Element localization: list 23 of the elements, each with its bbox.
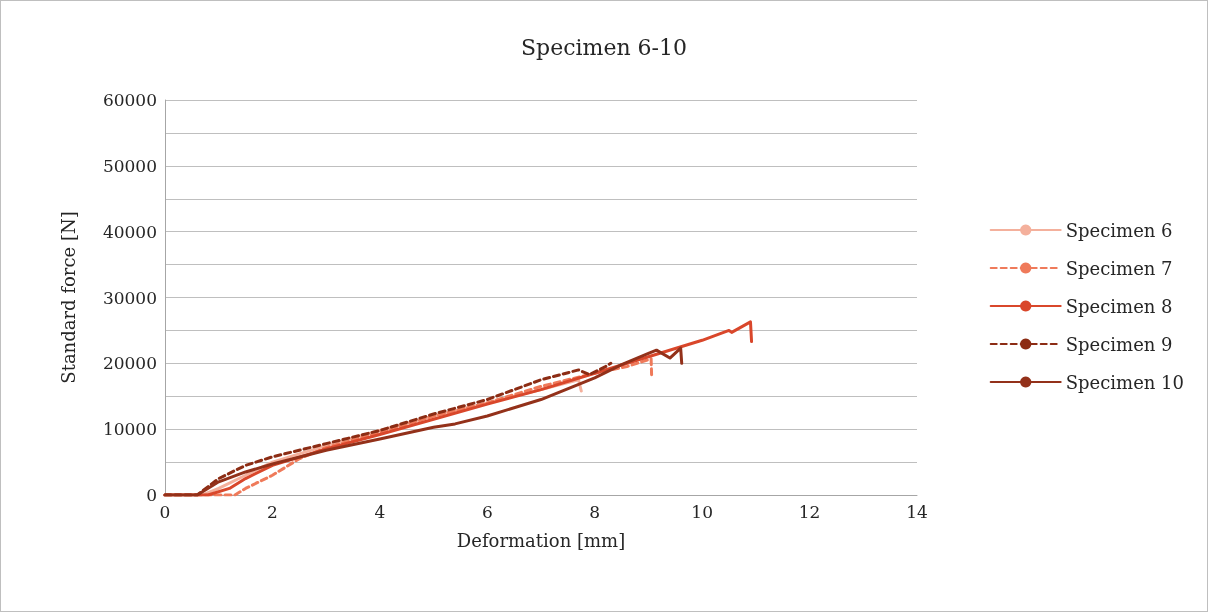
x-tick-label: 2 [267, 501, 278, 522]
y-axis-title: Standard force [N] [57, 211, 79, 384]
x-tick-label: 0 [159, 501, 171, 522]
x-tick-label: 14 [906, 501, 928, 522]
y-tick-label: 50000 [102, 155, 157, 176]
chart-title: Specimen 6-10 [521, 34, 687, 60]
legend-label: Specimen 6 [1065, 219, 1173, 241]
x-axis-title: Deformation [mm] [456, 529, 626, 551]
y-tick-label: 0 [146, 485, 157, 505]
x-tick-label: 4 [374, 501, 386, 522]
legend-label: Specimen 8 [1065, 295, 1173, 317]
y-tick-label: 20000 [102, 353, 157, 374]
legend-label: Specimen 9 [1065, 333, 1173, 355]
x-tick-label: 12 [798, 501, 821, 522]
x-tick-label: 8 [589, 501, 601, 522]
y-tick-label: 40000 [102, 221, 157, 242]
y-tick-label: 30000 [102, 287, 157, 308]
x-tick-label: 6 [481, 501, 493, 522]
legend-label: Specimen 7 [1065, 257, 1173, 279]
y-tick-label: 10000 [102, 419, 157, 440]
x-tick-label: 10 [691, 501, 713, 522]
legend-label: Specimen 10 [1065, 371, 1185, 393]
y-tick-label: 60000 [102, 90, 157, 110]
